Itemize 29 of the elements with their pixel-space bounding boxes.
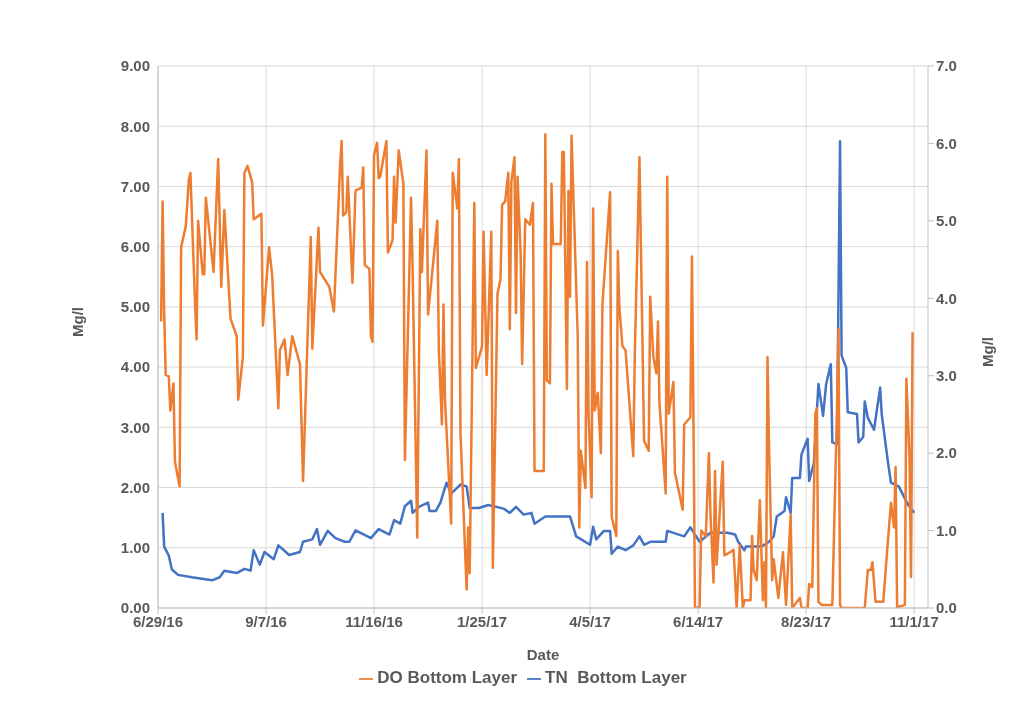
y2-tick-label: 5.0 <box>936 212 957 230</box>
x-tick-label: 4/5/17 <box>569 612 611 630</box>
x-tick-label: 8/23/17 <box>781 612 832 630</box>
y-tick-label: 1.00 <box>120 539 150 557</box>
y2-tick-label: 3.0 <box>936 367 957 385</box>
y2-tick-label: 1.0 <box>936 521 957 539</box>
y-tick-label: 6.00 <box>120 237 150 255</box>
y-tick-label: 7.00 <box>120 177 150 195</box>
y-tick-label: 2.00 <box>120 478 150 496</box>
y2-tick-label: 4.0 <box>936 289 957 307</box>
legend-label: TN Bottom Layer <box>545 668 687 687</box>
y2-axis-title: Mg/l <box>979 337 997 367</box>
y2-tick-label: 0.0 <box>936 599 957 617</box>
y-axis-title: Mg/l <box>69 307 87 337</box>
x-tick-label: 11/1/17 <box>889 612 939 630</box>
y-tick-label: 9.00 <box>120 57 150 75</box>
y-tick-label: 8.00 <box>120 117 150 135</box>
x-tick-label: 1/25/17 <box>457 612 508 630</box>
y-tick-label: 3.00 <box>120 418 150 436</box>
legend-label: DO Bottom Layer <box>377 668 518 687</box>
y-tick-label: 4.00 <box>120 358 150 376</box>
y2-tick-label: 2.0 <box>936 444 957 462</box>
y2-tick-label: 7.0 <box>936 57 957 75</box>
y2-tick-label: 6.0 <box>936 134 957 152</box>
y-tick-label: 5.00 <box>120 298 150 316</box>
x-tick-label: 11/16/16 <box>345 612 403 630</box>
x-tick-label: 9/7/16 <box>245 612 287 630</box>
x-tick-label: 6/14/17 <box>673 612 724 630</box>
x-axis-title: Date <box>526 646 560 663</box>
